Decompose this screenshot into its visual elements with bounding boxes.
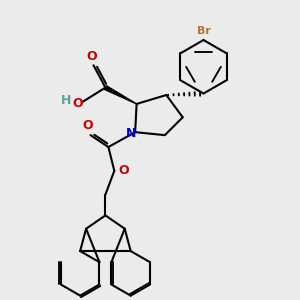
Text: O: O <box>118 164 128 177</box>
Text: H: H <box>61 94 71 107</box>
Polygon shape <box>104 86 136 104</box>
Text: O: O <box>87 50 98 63</box>
Text: O: O <box>83 119 94 132</box>
Text: N: N <box>125 127 136 140</box>
Text: O: O <box>73 98 83 110</box>
Text: Br: Br <box>196 26 210 36</box>
